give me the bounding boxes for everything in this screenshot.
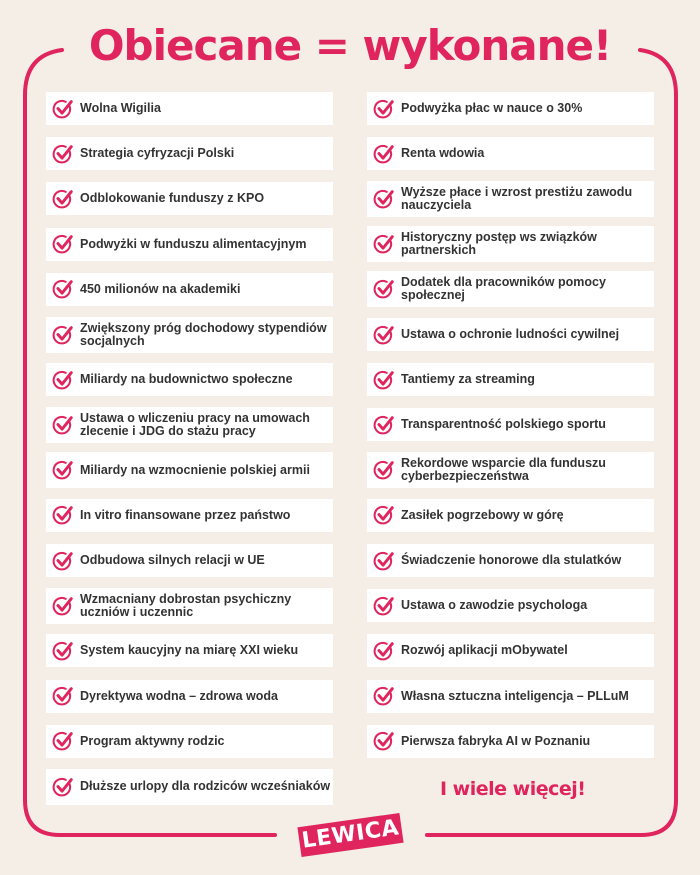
check-circle-icon [52, 98, 74, 120]
check-circle-icon [373, 730, 395, 752]
check-circle-icon [373, 188, 395, 210]
check-circle-icon [52, 685, 74, 707]
list-item-label: Wolna Wigilia [80, 101, 161, 115]
list-item-label: Wzmacniany dobrostan psychiczny uczniów … [80, 591, 292, 619]
list-item-label: Ustawa o wliczeniu pracy na umowach zlec… [80, 410, 310, 438]
list-item: Podwyżka płac w nauce o 30% [367, 92, 654, 125]
list-item-label: Świadczenie honorowe dla stulatków [401, 553, 622, 567]
list-item: Dyrektywa wodna – zdrowa woda [46, 679, 333, 713]
list-item: Wolna Wigilia [46, 92, 333, 125]
list-item: Tantiemy za streaming [367, 363, 654, 397]
list-item: Transparentność polskiego sportu [367, 408, 654, 442]
list-item-label: Podwyżki w funduszu alimentacyjnym [80, 236, 307, 251]
list-item: Własna sztuczna inteligencja – PLLuM [367, 679, 654, 713]
check-circle-icon [52, 459, 74, 481]
list-item-label: Rozwój aplikacji mObywatel [401, 643, 568, 658]
list-item-label: Zasiłek pogrzebowy w górę [401, 507, 564, 522]
list-item-label: Pierwsza fabryka AI w Poznaniu [401, 733, 591, 748]
list-item: Podwyżki w funduszu alimentacyjnym [46, 227, 333, 261]
list-item-label: Ustawa o ochronie ludności cywilnej [401, 327, 620, 341]
list-item-label: Renta wdowia [401, 146, 485, 161]
list-item-label: Dłuższe urlopy dla rodziców wcześniaków [80, 779, 331, 793]
check-circle-icon [52, 414, 74, 436]
list-item-label: Podwyżka płac w nauce o 30% [401, 101, 583, 115]
list-item: Miliardy na budownictwo społeczne [46, 363, 333, 397]
list-item: Ustawa o ochronie ludności cywilnej [367, 318, 654, 351]
list-item-label: Zwiększony próg dochodowy stypendiów soc… [80, 320, 327, 348]
check-circle-icon [373, 640, 395, 662]
check-circle-icon [52, 369, 74, 391]
check-circle-icon [373, 98, 395, 120]
check-circle-icon [373, 369, 395, 391]
list-item-label: Własna sztuczna inteligencja – PLLuM [401, 688, 629, 703]
check-circle-icon [52, 550, 74, 572]
list-item-label: Dyrektywa wodna – zdrowa woda [80, 688, 278, 703]
check-circle-icon [52, 143, 74, 165]
check-circle-icon [373, 324, 395, 346]
list-item: Wzmacniany dobrostan psychiczny uczniów … [46, 587, 333, 624]
check-circle-icon [373, 459, 395, 481]
list-item-label: Ustawa o zawodzie psychologa [401, 598, 588, 613]
list-item-label: Miliardy na budownictwo społeczne [80, 372, 293, 387]
check-circle-icon [373, 595, 395, 617]
page-title: Obiecane = wykonane! [88, 21, 612, 70]
list-item-label: In vitro finansowane przez państwo [80, 507, 291, 522]
list-item-label: Tantiemy za streaming [401, 372, 535, 387]
check-circle-icon [373, 233, 395, 255]
list-item-label: Odbudowa silnych relacji w UE [80, 553, 265, 567]
list-item: Zwiększony próg dochodowy stypendiów soc… [46, 316, 333, 353]
list-item: Dodatek dla pracowników pomocy społeczne… [367, 271, 654, 308]
check-circle-icon [52, 278, 74, 300]
list-item: Świadczenie honorowe dla stulatków [367, 544, 654, 577]
list-item: System kaucyjny na miarę XXI wieku [46, 634, 333, 668]
list-item-label: Strategia cyfryzacji Polski [80, 146, 235, 161]
list-item: Odbudowa silnych relacji w UE [46, 544, 333, 577]
check-circle-icon [52, 188, 74, 210]
list-item: Odblokowanie funduszy z KPO [46, 182, 333, 216]
check-circle-icon [373, 504, 395, 526]
check-circle-icon [52, 640, 74, 662]
check-circle-icon [373, 143, 395, 165]
list-item: Ustawa o zawodzie psychologa [367, 589, 654, 623]
list-item-label: Program aktywny rodzic [80, 733, 225, 748]
list-item: In vitro finansowane przez państwo [46, 498, 333, 532]
list-item: Zasiłek pogrzebowy w górę [367, 498, 654, 532]
list-item: Miliardy na wzmocnienie polskiej armii [46, 452, 333, 489]
list-item: Strategia cyfryzacji Polski [46, 137, 333, 171]
check-circle-icon [52, 504, 74, 526]
list-item: Program aktywny rodzic [46, 724, 333, 758]
list-item: Wyższe płace i wzrost prestiżu zawodu na… [367, 180, 654, 217]
list-item-label: Wyższe płace i wzrost prestiżu zawodu na… [401, 184, 633, 212]
list-item: Renta wdowia [367, 137, 654, 171]
check-circle-icon [52, 324, 74, 346]
list-item-label: Miliardy na wzmocnienie polskiej armii [80, 462, 310, 477]
list-item: Pierwsza fabryka AI w Poznaniu [367, 724, 654, 758]
check-circle-icon [52, 595, 74, 617]
check-circle-icon [373, 414, 395, 436]
list-item-label: Odblokowanie funduszy z KPO [80, 191, 265, 206]
list-item-label: 450 milionów na akademiki [80, 281, 241, 296]
check-circle-icon [52, 233, 74, 255]
list-item: Ustawa o wliczeniu pracy na umowach zlec… [46, 406, 333, 443]
more-text: I wiele więcej! [440, 778, 586, 800]
list-item: 450 milionów na akademiki [46, 272, 333, 306]
list-item: Rozwój aplikacji mObywatel [367, 634, 654, 668]
list-item-label: Transparentność polskiego sportu [401, 417, 606, 432]
check-circle-icon [373, 550, 395, 572]
check-circle-icon [373, 278, 395, 300]
list-item: Historyczny postęp ws związków partnersk… [367, 226, 654, 263]
check-circle-icon [52, 776, 74, 798]
check-circle-icon [373, 685, 395, 707]
list-item-label: Historyczny postęp ws związków partnersk… [401, 230, 597, 258]
check-circle-icon [52, 730, 74, 752]
list-item: Dłuższe urlopy dla rodziców wcześniaków [46, 768, 333, 805]
list-item-label: System kaucyjny na miarę XXI wieku [80, 643, 299, 658]
list-item-label: Rekordowe wsparcie dla funduszu cyberbez… [401, 456, 606, 484]
list-item: Rekordowe wsparcie dla funduszu cyberbez… [367, 452, 654, 489]
list-item-label: Dodatek dla pracowników pomocy społeczne… [401, 275, 606, 303]
